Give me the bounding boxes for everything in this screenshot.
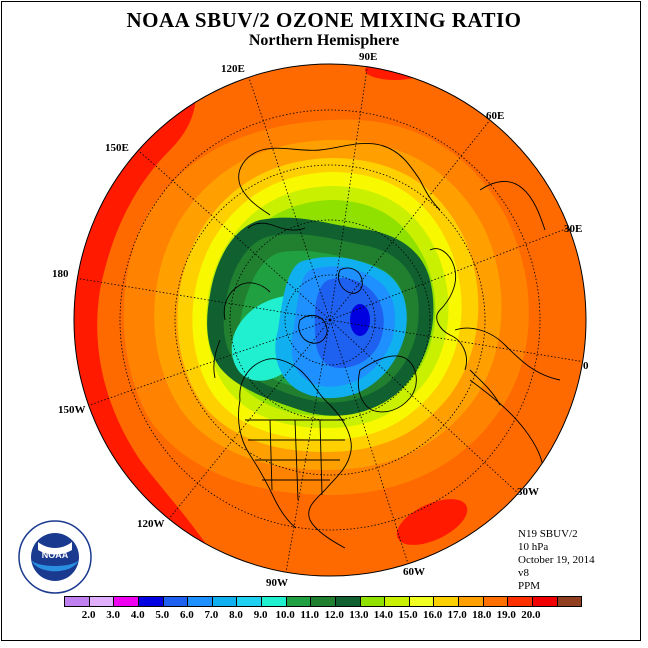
legend-swatch [311,597,336,606]
latitude-circle-60n [229,219,431,421]
lon-label-30e: 30E [564,223,583,235]
legend-tick-label: 16.0 [422,609,443,621]
legend-tick-label: 4.0 [130,609,145,621]
info-units: PPM [518,580,541,592]
lon-label-30w: 30W [517,486,539,498]
legend-swatch [89,597,115,606]
latitude-circle-20n [119,109,541,531]
coastline-north-america [238,358,352,549]
legend-swatch [237,597,262,606]
us-state-grid [245,419,345,501]
info-instrument: N19 SBUV/2 [518,528,578,540]
legend-tick-label: 3.0 [106,609,121,621]
legend-swatch [459,597,484,606]
legend-tick-label: 17.0 [447,609,467,621]
legend-ticks: 2.0 3.0 4.0 5.0 6.0 7.0 8.0 9.0 10.0 11.0 12.0 13.0… [64,607,580,621]
legend-swatch [409,597,435,606]
legend-swatch [65,597,90,606]
page-subtitle: Northern Hemisphere [248,32,400,49]
lon-label-60e: 60E [486,110,505,122]
plot-frame [1,1,641,641]
legend-swatch [212,597,238,606]
coastline-asia [238,142,441,216]
ozone-field [74,64,586,576]
legend-tick-label: 8.0 [229,609,243,621]
meridian-120w [167,319,331,521]
info-date: October 19, 2014 [518,554,595,566]
legend-swatch [335,597,361,606]
legend-tick-label: 7.0 [204,609,219,621]
legend-tick-label: 5.0 [155,609,170,621]
legend-swatch [508,597,533,606]
legend-tick-label: 2.0 [81,609,96,621]
legend-swatch [138,597,164,606]
info-block: N19 SBUV/2 10 hPa October 19, 2014 v8 PP… [518,528,595,593]
legend-swatches [64,596,582,607]
page-title: NOAA SBUV/2 OZONE MIXING RATIO [126,8,522,32]
meridian-30w [329,319,521,496]
legend-swatch [262,597,287,606]
coastline-siberia [247,222,306,231]
field-ozone-minimum [350,304,370,336]
lon-label-60w: 60W [403,566,425,578]
legend-swatch [483,597,509,606]
meridian-90w [284,319,331,576]
latitude-circles [119,109,541,531]
coastline-alaska [213,282,271,379]
meridian-120e [247,74,331,321]
legend-swatch [286,597,312,606]
legend-tick-label: 13.0 [349,609,369,621]
meridian-150w [89,319,331,406]
meridian-90e [329,64,369,321]
legend-tick-label: 6.0 [179,609,194,621]
lon-label-90e: 90E [359,51,378,63]
legend-swatch [163,597,189,606]
info-level: 10 hPa [518,541,549,553]
legend-tick-label: 18.0 [472,609,492,621]
lon-label-150e: 150E [105,142,129,154]
legend-tick-label: 14.0 [373,609,394,621]
globe-border [73,63,587,577]
latitude-circle-40n [174,164,486,476]
legend-tick-label: 11.0 [300,609,320,621]
lon-label-180: 180 [52,268,69,280]
coastline-greenland [357,355,417,413]
legend-swatch [114,597,139,606]
meridian-lines [74,64,586,576]
meridian-0 [329,319,586,363]
lon-label-90w: 90W [266,577,288,589]
lon-label-150w: 150W [58,404,86,416]
legend-swatch [434,597,459,606]
legend-swatch [188,597,213,606]
lon-label-120w: 120W [137,518,165,530]
meridian-150e [139,151,331,321]
field-red-patch-north [365,64,425,80]
meridian-30e [329,227,569,321]
legend-swatch [557,597,582,606]
coastline-east-asia [479,181,546,231]
legend-tick-label: 9.0 [253,609,268,621]
field-red-patch-south [396,499,468,545]
lon-label-120e: 120E [221,63,245,75]
lon-label-0: 0 [583,360,589,372]
noaa-logo: NOAA [18,520,92,594]
legend-tick-label: 19.0 [496,609,516,621]
latitude-circle-80n [284,274,376,366]
legend-tick-label: 10.0 [275,609,295,621]
legend-swatch [360,597,386,606]
coastline-arctic-islands [298,267,363,344]
meridian-180 [74,277,331,321]
legend-tick-label: 15.0 [398,609,418,621]
legend-tick-label: 12.0 [324,609,344,621]
field-mid-blue [314,277,384,368]
legend-swatch [385,597,410,606]
info-version: v8 [518,567,529,579]
noaa-logo-text: NOAA [42,550,69,560]
coastlines [213,142,561,549]
color-legend: 2.0 3.0 4.0 5.0 6.0 7.0 8.0 9.0 10.0 11.0 12.0 13.0… [64,596,582,621]
legend-tick-label: 20.0 [521,609,541,621]
meridian-60e [329,119,491,321]
legend-swatch [532,597,558,606]
